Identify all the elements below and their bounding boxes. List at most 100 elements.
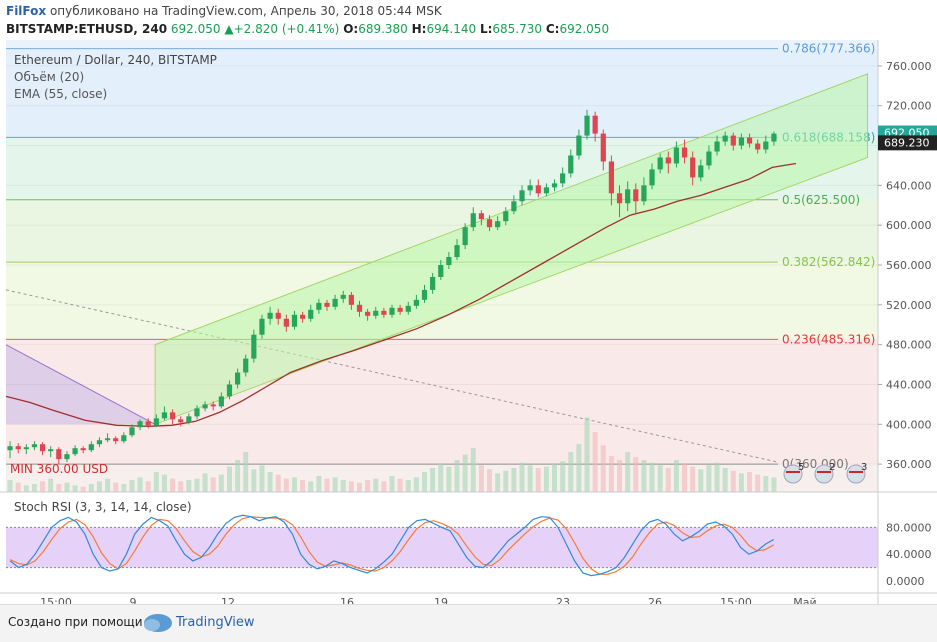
price-chart[interactable]: 0.786(777.366)0.618(688.158)0.5(625.500)… (0, 40, 937, 604)
volume-bar (422, 472, 428, 492)
candle-body (153, 418, 159, 426)
candle-body (690, 157, 696, 178)
stoch-d-line (9, 516, 775, 575)
candle-body (625, 189, 631, 204)
candle-body (503, 211, 509, 222)
author-name[interactable]: FilFox (6, 4, 47, 18)
candle-body (251, 334, 257, 359)
candle-body (665, 157, 671, 164)
candle-body (527, 185, 533, 191)
time-tick: 19 (434, 596, 448, 604)
volume-bar (64, 482, 70, 492)
volume-bar (96, 481, 102, 492)
stoch-tick: 40.0000 (886, 548, 932, 561)
volume-bar (88, 484, 94, 492)
footer: Создано при помощи TradingView (0, 604, 937, 642)
tradingview-link[interactable]: TradingView (176, 615, 255, 630)
fib-label: 0.5(625.500) (782, 193, 860, 207)
volume-bar (608, 456, 614, 492)
candle-body (88, 444, 94, 451)
time-tick: Май (793, 596, 816, 604)
fib-band (6, 48, 878, 138)
volume-bar (625, 452, 631, 492)
up-arrow-icon: ▲ (224, 22, 234, 36)
flag-icon (814, 464, 834, 484)
volume-bar (673, 460, 679, 492)
time-tick: 12 (221, 596, 235, 604)
volume-bar (178, 481, 184, 492)
event-flag-us-1[interactable]: 5 (783, 462, 804, 484)
volume-bar (7, 480, 13, 492)
candle-body (698, 165, 704, 178)
volume-bar (771, 477, 777, 492)
volume-bar (543, 466, 549, 492)
candle-body (15, 446, 21, 450)
low-label: L: (479, 22, 493, 36)
candle-body (706, 151, 712, 166)
volume-bar (633, 457, 639, 492)
candle-body (194, 408, 200, 417)
volume-bar (470, 448, 476, 492)
candle-body (673, 147, 680, 164)
candle-body (275, 312, 281, 319)
symbol-label[interactable]: BITSTAMP:ETHUSD, 240 (6, 22, 168, 36)
candle-body (259, 318, 265, 335)
price-tick: 360.000 (886, 458, 932, 471)
open-label: O: (343, 22, 359, 36)
volume-bar (72, 485, 78, 492)
price-tick: 640.000 (886, 179, 932, 192)
volume-bar (438, 464, 444, 492)
candle-body (308, 309, 314, 319)
candle-body (543, 187, 549, 194)
volume-bar (755, 474, 761, 492)
volume-bar (56, 484, 62, 492)
volume-bar (649, 462, 655, 492)
volume-bar (381, 481, 387, 492)
flag-stripe (849, 471, 863, 473)
candle-body (202, 404, 208, 409)
volume-bar (194, 478, 200, 492)
volume-bar (446, 466, 452, 492)
volume-bar (316, 476, 322, 492)
volume-bar (511, 468, 517, 492)
candle-body (519, 190, 525, 202)
publish-text: опубликовано на TradingView.com, Апрель … (46, 4, 442, 18)
volume-bar (48, 478, 54, 492)
volume-bar (31, 484, 37, 492)
volume-bar (365, 480, 371, 492)
candle-body (681, 147, 688, 158)
candle-body (616, 193, 623, 204)
time-tick: 16 (340, 596, 354, 604)
candle-body (145, 421, 151, 426)
candle-body (535, 185, 541, 194)
volume-bar (300, 480, 306, 492)
candle-body (64, 454, 70, 460)
time-tick: 26 (648, 596, 662, 604)
volume-bar (454, 460, 460, 492)
volume-bar (584, 417, 590, 492)
fib-band (6, 40, 878, 49)
time-axis[interactable]: 15:00 9 12 16 19 23 26 15:00 Май (0, 592, 937, 604)
volume-bar (324, 478, 330, 492)
volume-bar (503, 470, 509, 492)
volume-bar (186, 480, 192, 492)
volume-bar (397, 478, 403, 492)
stoch-legend: Stoch RSI (3, 3, 14, 14, close) (14, 500, 192, 514)
candle-body (324, 302, 330, 307)
candle-body (730, 135, 736, 146)
candle-body (267, 312, 273, 319)
event-flag-us-2[interactable]: 2 (814, 462, 835, 484)
volume-bar (560, 461, 566, 492)
candle-body (356, 304, 363, 312)
price-tick: 760.000 (886, 60, 932, 73)
volume-bar (161, 474, 167, 492)
candles (7, 109, 777, 465)
volume-bar (226, 466, 232, 492)
tradingview-logo-icon[interactable] (140, 612, 196, 634)
candle-body (218, 396, 224, 407)
volume-bar (145, 481, 151, 492)
volume-bar (308, 481, 314, 492)
close-value: 692.050 (559, 22, 610, 36)
candle-body (389, 307, 395, 315)
event-flag-us-3[interactable]: 3 (846, 462, 867, 484)
